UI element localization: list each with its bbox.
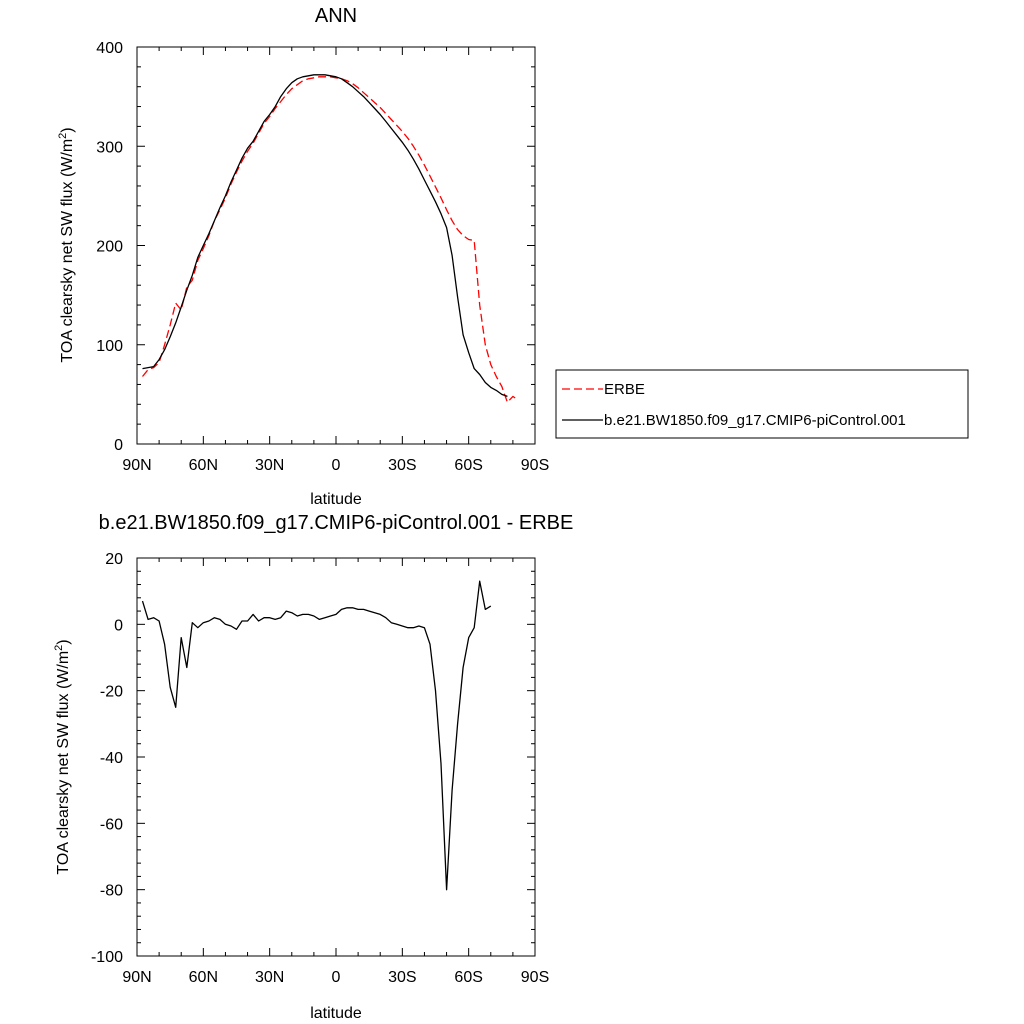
- ticks-bottom: 90N 60N 30N 0 30S 60S 90S -100 -80 -60 -40 -20 0 20: [91, 551, 549, 986]
- x-tick-label-bottom: 90N: [122, 969, 151, 986]
- x-tick-label-bottom: 60S: [454, 969, 482, 986]
- y-axis-label-bottom-end: ): [55, 639, 72, 644]
- legend: ERBE b.e21.BW1850.f09_g17.CMIP6-piContro…: [555, 369, 969, 439]
- legend-box: [555, 369, 969, 439]
- y-tick-label-top: 100: [96, 338, 123, 355]
- chart-title-top: ANN: [315, 5, 357, 27]
- y-tick-label-bottom: -40: [100, 750, 123, 767]
- chart-title-bottom: b.e21.BW1850.f09_g17.CMIP6-piControl.001…: [99, 512, 574, 534]
- y-tick-label-top: 0: [114, 437, 123, 454]
- x-tick-label-bottom: 90S: [521, 969, 549, 986]
- x-tick-label-top: 60N: [189, 457, 218, 474]
- y-tick-label-bottom: -80: [100, 883, 123, 900]
- y-tick-label-bottom: -20: [100, 684, 123, 701]
- x-tick-label-top: 0: [332, 457, 341, 474]
- plot-frame-top: [136, 46, 536, 445]
- y-tick-label-bottom: -100: [91, 949, 123, 966]
- y-axis-label-top-text: TOA clearsky net SW flux (W/m: [59, 139, 76, 363]
- top-chart: ANN 90N 60N 30N 0 30S 60S 90S 0 100 200 300 400 lat…: [57, 5, 969, 508]
- y-tick-label-top: 200: [96, 239, 123, 256]
- y-axis-label-top: TOA clearsky net SW flux (W/m2): [57, 127, 76, 362]
- series-line-bottom-0: [141, 580, 492, 891]
- y-tick-label-top: 300: [96, 139, 123, 156]
- y-axis-label-bottom-text: TOA clearsky net SW flux (W/m: [55, 651, 72, 875]
- x-axis-label-bottom: latitude: [310, 1005, 362, 1022]
- x-tick-label-top: 90S: [521, 457, 549, 474]
- x-axis-label-top: latitude: [310, 491, 362, 508]
- y-axis-label-bottom: TOA clearsky net SW flux (W/m2): [53, 639, 72, 874]
- y-tick-label-bottom: 0: [114, 617, 123, 634]
- y-tick-label-top: 400: [96, 40, 123, 57]
- series-line-top-0: [141, 76, 519, 403]
- series-line-top-1: [142, 74, 508, 398]
- ticks-top: 90N 60N 30N 0 30S 60S 90S 0 100 200 300 400: [96, 40, 549, 474]
- y-axis-label-bottom-sup: 2: [53, 645, 65, 651]
- x-tick-label-top: 30N: [255, 457, 284, 474]
- y-tick-label-bottom: -60: [100, 816, 123, 833]
- legend-label-erbe: ERBE: [604, 381, 645, 398]
- x-tick-label-bottom: 30N: [255, 969, 284, 986]
- y-axis-label-top-sup: 2: [57, 133, 69, 139]
- y-axis-label-top-end: ): [59, 127, 76, 132]
- x-tick-label-top: 90N: [122, 457, 151, 474]
- bottom-chart: b.e21.BW1850.f09_g17.CMIP6-piControl.001…: [53, 512, 573, 1022]
- series-lines-bottom: [141, 580, 492, 891]
- x-tick-label-top: 60S: [454, 457, 482, 474]
- x-tick-label-bottom: 30S: [388, 969, 416, 986]
- x-tick-label-bottom: 60N: [189, 969, 218, 986]
- x-tick-label-top: 30S: [388, 457, 416, 474]
- legend-label-model: b.e21.BW1850.f09_g17.CMIP6-piControl.001: [604, 412, 906, 429]
- x-tick-label-bottom: 0: [332, 969, 341, 986]
- series-lines-top: [141, 74, 519, 403]
- y-tick-label-bottom: 20: [105, 551, 123, 568]
